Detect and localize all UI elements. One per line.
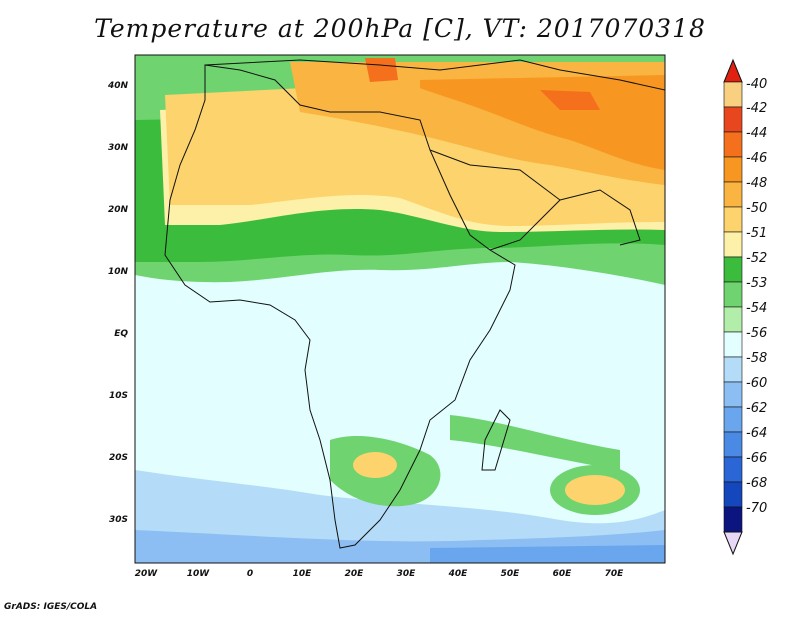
colorbar-label: -50 [746, 201, 767, 216]
temperature-field [135, 55, 665, 563]
lat-tick-label: 10N [108, 267, 129, 277]
colorbar-cell [723, 331, 743, 358]
colorbar-cell [723, 306, 743, 333]
grads-credit: GrADS: IGES/COLA [4, 602, 98, 612]
lon-tick-label: 60E [553, 569, 573, 579]
lat-tick-label: 20S [109, 453, 128, 463]
colorbar-cell [723, 231, 743, 258]
colorbar-cell [723, 206, 743, 233]
colorbar-label: -44 [746, 126, 767, 141]
colorbar-cell [723, 456, 743, 483]
colorbar-top-arrow [723, 58, 743, 83]
colorbar-label: -56 [746, 326, 767, 341]
colorbar-cell [723, 506, 743, 533]
colorbar-cell [723, 406, 743, 433]
lon-tick-label: 0 [247, 569, 253, 579]
lon-tick-label: 20W [135, 569, 159, 579]
colorbar-label: -64 [746, 426, 767, 441]
lat-tick-label: 30N [108, 143, 129, 153]
colorbar-cell [723, 131, 743, 158]
lat-tick-label: 40N [107, 81, 129, 91]
colorbar-label: -60 [746, 376, 767, 391]
colorbar-label: -46 [746, 151, 767, 166]
colorbar-cell [723, 106, 743, 133]
colorbar-label: -52 [746, 251, 767, 266]
lat-tick-label: 10S [109, 391, 128, 401]
lon-tick-label: 30E [397, 569, 417, 579]
lat-axis: 40N 30N 20N 10N EQ 10S 20S 30S [107, 81, 129, 525]
colorbar-cell [723, 81, 743, 108]
map-title: Temperature at 200hPa [C], VT: 201707031… [94, 14, 706, 43]
colorbar-cell [723, 156, 743, 183]
colorbar-label: -58 [746, 351, 767, 366]
colorbar-label: -40 [746, 77, 767, 92]
colorbar-cell [723, 281, 743, 308]
colorbar-label: -48 [746, 176, 767, 191]
lon-tick-label: 70E [605, 569, 625, 579]
lat-tick-label: 20N [108, 205, 129, 215]
colorbar-bottom-arrow [723, 531, 743, 556]
lon-tick-label: 10W [187, 569, 211, 579]
colorbar-label: -66 [746, 451, 767, 466]
lon-tick-label: 20E [345, 569, 365, 579]
colorbar-label: -70 [746, 501, 767, 516]
lon-tick-label: 10E [293, 569, 313, 579]
colorbar-cell [723, 381, 743, 408]
lon-tick-label: 40E [448, 569, 469, 579]
africa-coastline [164, 59, 665, 549]
colorbar-label: -51 [746, 226, 767, 241]
colorbar-label: -53 [746, 276, 767, 291]
colorbar-label: -62 [746, 401, 767, 416]
colorbar-cell [723, 431, 743, 458]
colorbar-cell [723, 256, 743, 283]
lon-tick-label: 50E [501, 569, 521, 579]
colorbar-cell [723, 481, 743, 508]
colorbar: -40 -42 -44 -46 -48 -50 -51 -52 -53 -54 -56 -58 -60 -… [723, 58, 767, 556]
lat-tick-label: EQ [114, 329, 128, 339]
colorbar-label: -54 [746, 301, 767, 316]
plot-frame [134, 54, 666, 564]
colorbar-label: -42 [746, 101, 767, 116]
colorbar-label: -68 [746, 476, 767, 491]
lon-axis: 20W 10W 0 10E 20E 30E 40E 50E 60E 70E [135, 569, 624, 579]
colorbar-cell [723, 181, 743, 208]
madagascar-outline [481, 409, 511, 471]
lat-tick-label: 30S [109, 515, 128, 525]
colorbar-cell [723, 356, 743, 383]
